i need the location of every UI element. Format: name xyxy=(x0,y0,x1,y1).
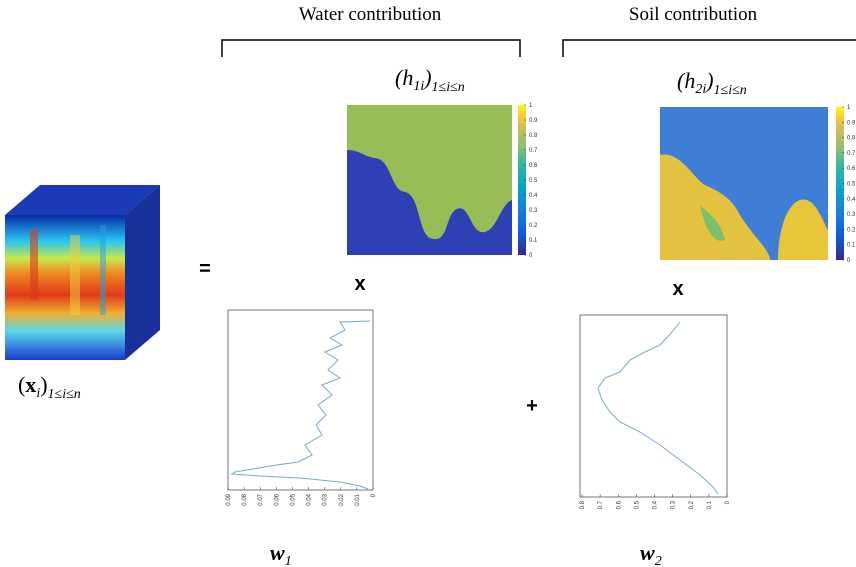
abundance-map xyxy=(347,105,512,255)
colorbar-tick-label: 0.6 xyxy=(847,166,856,172)
colorbar-tick-label: 0.1 xyxy=(847,243,856,249)
colorbar-tick-label: 0.4 xyxy=(847,197,856,203)
endmember-label: w2 xyxy=(640,540,662,567)
colorbar-tick-label: 0.7 xyxy=(529,148,538,154)
colorbar-tick-label: 0.3 xyxy=(847,212,856,218)
x-tick-label: 0.8 xyxy=(580,500,586,509)
colorbar-tick-label: 0.2 xyxy=(529,223,538,229)
x-tick-label: 0.03 xyxy=(323,493,329,505)
colorbar-tick-label: 1 xyxy=(529,103,533,109)
plot-frame xyxy=(580,315,727,497)
group-label: Soil contribution xyxy=(629,4,758,25)
x-tick-label: 0.3 xyxy=(671,500,677,509)
x-tick-label: 0.5 xyxy=(634,500,640,509)
spectrum-curve xyxy=(232,321,370,489)
colorbar-tick-label: 0 xyxy=(847,258,851,264)
plot-frame xyxy=(228,310,373,490)
coeff-label: (h2i)1≤i≤n xyxy=(677,68,747,98)
x-tick-label: 0.01 xyxy=(355,493,361,505)
x-tick-label: 0.09 xyxy=(226,493,232,505)
x-tick-label: 0.1 xyxy=(707,500,713,509)
colorbar-tick-label: 0.1 xyxy=(529,238,538,244)
colorbar-tick-label: 0.4 xyxy=(529,193,538,199)
colorbar-tick-label: 1 xyxy=(847,105,851,111)
colorbar-tick-label: 0.6 xyxy=(529,163,538,169)
colorbar-tick-label: 0.7 xyxy=(847,151,856,157)
colorbar-tick-label: 0.5 xyxy=(529,178,538,184)
colorbar-tick-label: 0.8 xyxy=(529,133,538,139)
colorbar-tick-label: 0.5 xyxy=(847,182,856,188)
x-tick-label: 0.6 xyxy=(616,500,622,509)
endmember-label: w1 xyxy=(270,540,292,567)
equals-sign: = xyxy=(199,258,211,280)
x-tick-label: 0.06 xyxy=(274,493,280,505)
x-tick-label: 0 xyxy=(371,493,377,497)
image-label: (xi)1≤i≤n xyxy=(18,372,81,402)
spectrum-curve xyxy=(598,322,718,494)
abundance-map xyxy=(660,107,828,260)
x-tick-label: 0.7 xyxy=(598,500,604,509)
plus-sign: + xyxy=(526,395,538,417)
x-tick-label: 0.2 xyxy=(689,500,695,509)
colorbar-tick-label: 0.9 xyxy=(847,120,856,126)
page: { "groups": [ {"label": "Water contribut… xyxy=(0,0,856,567)
x-tick-label: 0.4 xyxy=(653,500,659,509)
x-tick-label: 0 xyxy=(725,500,731,504)
bracket xyxy=(563,40,856,57)
bracket xyxy=(222,40,520,57)
group-label: Water contribution xyxy=(299,4,442,25)
colorbar-tick-label: 0.8 xyxy=(847,136,856,142)
x-tick-label: 0.07 xyxy=(258,493,264,505)
times-sign: x xyxy=(672,278,683,300)
colorbar-tick-label: 0 xyxy=(529,253,533,259)
colorbar-tick-label: 0.2 xyxy=(847,227,856,233)
colorbar-tick-label: 0.3 xyxy=(529,208,538,214)
colorbar-tick-label: 0.9 xyxy=(529,118,538,124)
x-tick-label: 0.08 xyxy=(242,493,248,505)
coeff-label: (h1i)1≤i≤n xyxy=(395,65,465,95)
data-cube xyxy=(5,185,160,360)
x-tick-label: 0.02 xyxy=(339,493,345,505)
diagram: Water contribution Soil contribution (h1… xyxy=(0,0,856,567)
x-tick-label: 0.05 xyxy=(290,493,296,505)
times-sign: x xyxy=(354,273,365,295)
x-tick-label: 0.04 xyxy=(307,493,313,505)
